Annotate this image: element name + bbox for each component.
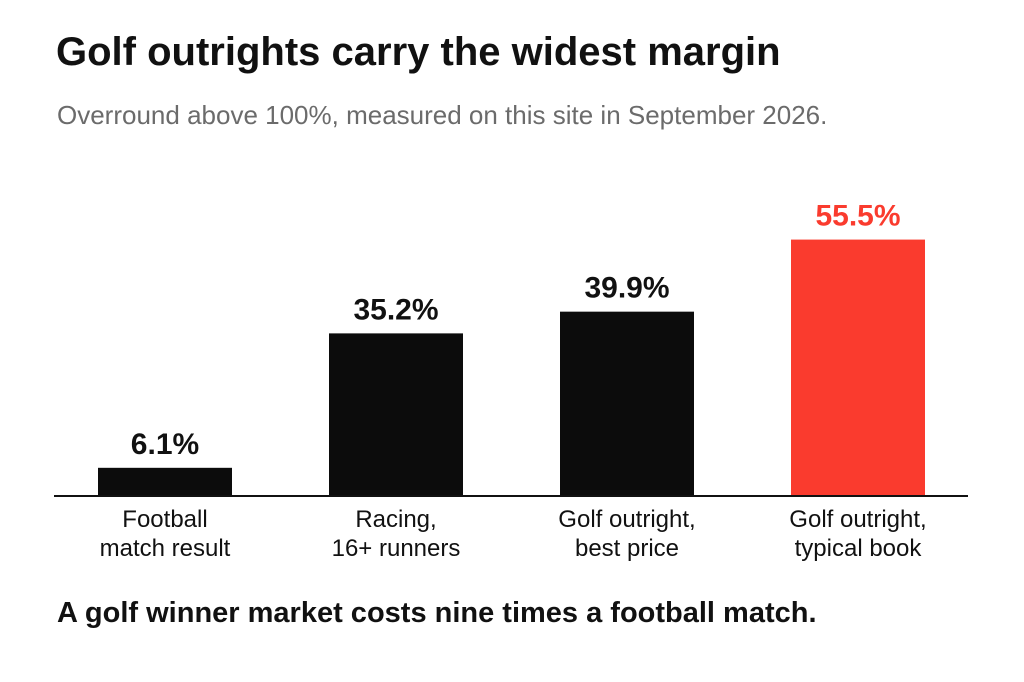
bars-group bbox=[98, 239, 925, 496]
category-label-3: Golf outright, best price bbox=[558, 506, 695, 562]
category-label-1: Football match result bbox=[100, 506, 231, 562]
category-labels-group: Football match result Racing, 16+ runners Go… bbox=[100, 506, 927, 562]
chart-title: Golf outrights carry the widest margin bbox=[56, 30, 781, 74]
category-label-4: Golf outright, typical book bbox=[789, 506, 926, 562]
category-label-2: Racing, 16+ runners bbox=[332, 506, 461, 562]
chart-subtitle: Overround above 100%, measured on this s… bbox=[57, 100, 828, 130]
value-label-3: 39.9% bbox=[584, 272, 669, 305]
value-label-2: 35.2% bbox=[353, 293, 438, 326]
bar-1 bbox=[98, 467, 232, 496]
bar-4 bbox=[791, 239, 925, 496]
takeaway-note: A golf winner market costs nine times a … bbox=[57, 597, 817, 629]
value-label-1: 6.1% bbox=[131, 428, 199, 461]
bar-2 bbox=[329, 333, 463, 496]
value-label-4: 55.5% bbox=[815, 200, 900, 233]
bar-3 bbox=[560, 311, 694, 496]
value-labels-group: 6.1% 35.2% 39.9% 55.5% bbox=[131, 200, 901, 461]
